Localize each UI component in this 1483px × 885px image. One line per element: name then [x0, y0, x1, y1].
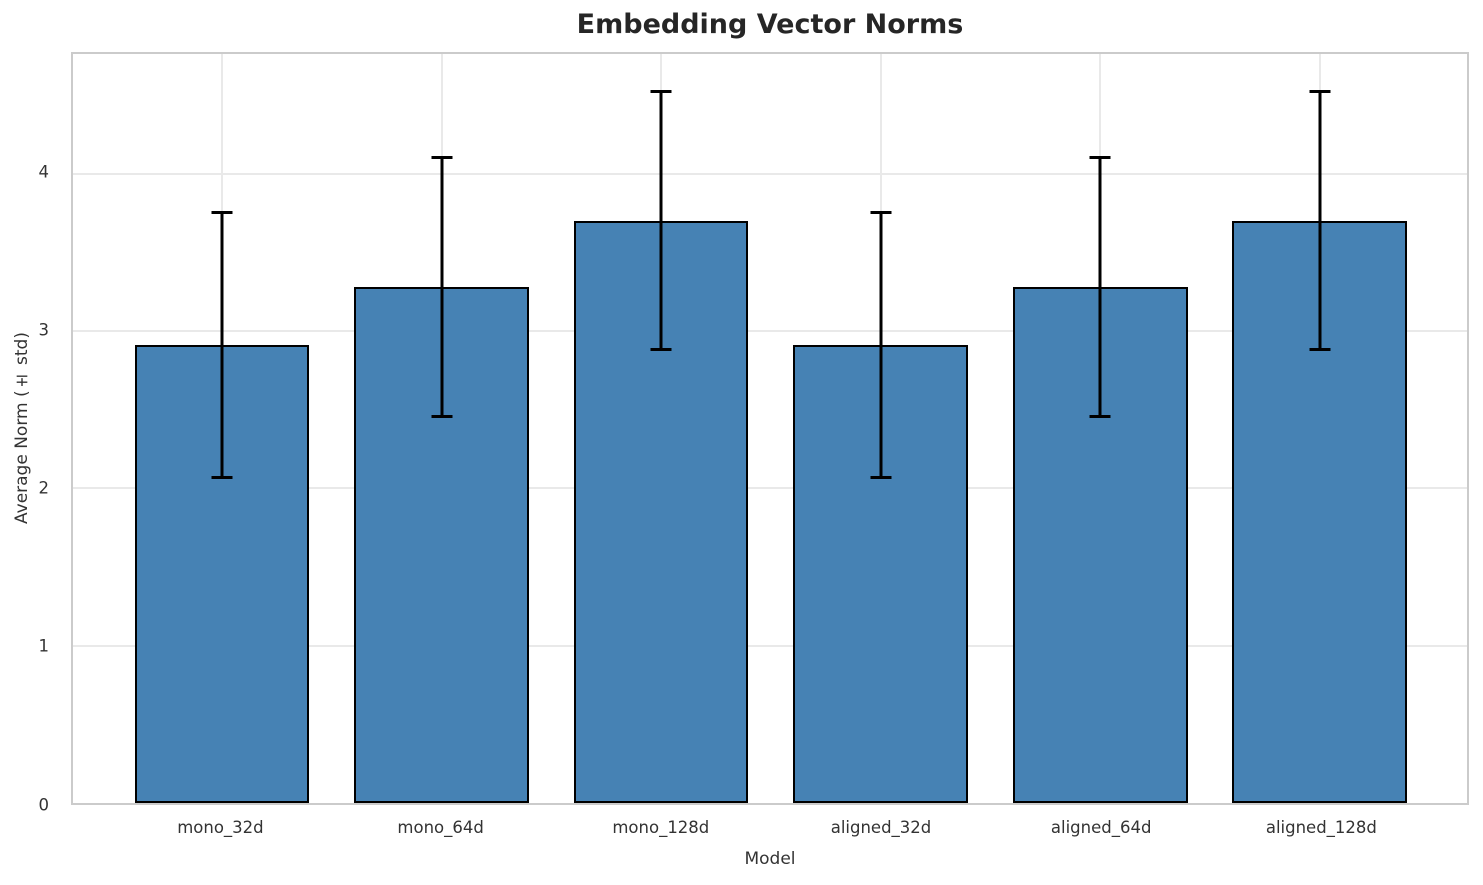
error-bar-line	[1098, 156, 1102, 418]
y-tick-label: 1	[38, 636, 50, 656]
error-bar-line	[1318, 90, 1322, 352]
error-bar-cap-top	[870, 211, 892, 215]
error-bar-cap-top	[1089, 156, 1111, 160]
gridline-horizontal	[73, 644, 1467, 647]
x-tick-label: aligned_128d	[1265, 818, 1377, 837]
error-bar-line	[440, 156, 444, 418]
x-axis-label: Model	[744, 849, 796, 869]
error-bar-mono_32d	[211, 211, 233, 479]
y-axis-ticks: 0 1 2 3 4	[0, 52, 61, 812]
error-bar-mono_64d	[431, 156, 453, 418]
y-tick-label: 3	[38, 320, 50, 340]
error-bar-line	[220, 211, 224, 479]
error-bar-cap-top	[431, 156, 453, 160]
error-bar-aligned_64d	[1089, 156, 1111, 418]
error-bar-line	[659, 90, 663, 352]
error-bar-cap-bottom	[211, 475, 233, 479]
error-bar-cap-top	[1309, 90, 1331, 94]
bar-aligned_32d	[793, 345, 968, 803]
gridline-horizontal	[73, 329, 1467, 332]
x-axis-ticks: mono_32d mono_64d mono_128d aligned_32d alig…	[71, 818, 1469, 842]
error-bar-cap-bottom	[1089, 414, 1111, 418]
gridline-horizontal	[73, 172, 1467, 175]
error-bar-aligned_128d	[1309, 90, 1331, 352]
error-bar-cap-bottom	[870, 475, 892, 479]
error-bar-cap-top	[650, 90, 672, 94]
error-bar-mono_128d	[650, 90, 672, 352]
chart-title: Embedding Vector Norms	[576, 9, 964, 40]
error-bar-cap-bottom	[431, 414, 453, 418]
y-tick-label: 2	[38, 478, 50, 498]
bar-aligned_128d	[1232, 220, 1408, 803]
error-bar-cap-top	[211, 211, 233, 215]
y-tick-label: 0	[38, 794, 50, 814]
y-tick-label: 4	[38, 161, 50, 181]
x-tick-label: aligned_64d	[1050, 818, 1152, 837]
x-tick-label: mono_64d	[397, 818, 484, 837]
error-bar-cap-bottom	[650, 348, 672, 352]
error-bar-line	[879, 211, 883, 479]
x-tick-label: mono_32d	[177, 818, 264, 837]
x-tick-label: mono_128d	[612, 818, 710, 837]
gridline-horizontal	[73, 487, 1467, 490]
error-bar-aligned_32d	[870, 211, 892, 479]
plot-area	[71, 52, 1469, 805]
x-tick-label: aligned_32d	[830, 818, 932, 837]
error-bar-cap-bottom	[1309, 348, 1331, 352]
